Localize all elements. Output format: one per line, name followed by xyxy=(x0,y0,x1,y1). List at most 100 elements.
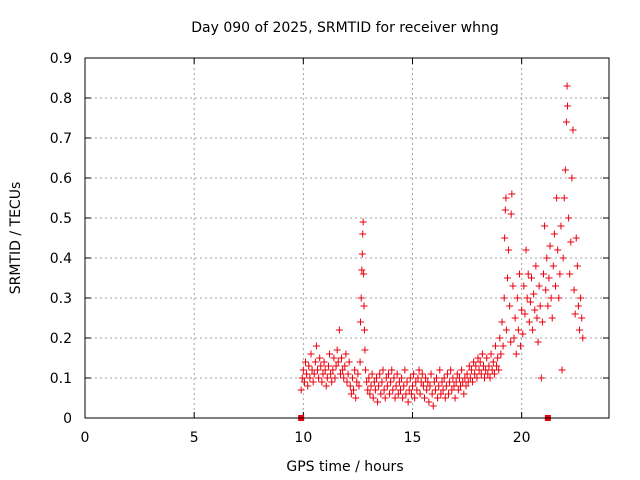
data-point xyxy=(442,382,450,390)
data-point xyxy=(391,394,399,402)
data-point xyxy=(453,370,461,378)
data-point xyxy=(311,358,319,366)
data-point xyxy=(471,370,479,378)
y-tick-label: 0.1 xyxy=(50,371,72,387)
data-point xyxy=(427,370,435,378)
data-point xyxy=(525,318,533,326)
data-point xyxy=(568,174,576,182)
y-tick-labels: 0 0.1 0.2 0.3 0.4 0.5 0.6 0.7 0.8 0.9 xyxy=(50,51,72,427)
data-point xyxy=(417,378,425,386)
data-point xyxy=(579,334,587,342)
data-point xyxy=(350,386,358,394)
data-point xyxy=(410,370,418,378)
x-tick-label: 10 xyxy=(294,430,312,446)
data-point xyxy=(345,358,353,366)
data-point xyxy=(336,370,344,378)
x-tick-labels: 0 5 10 15 20 xyxy=(81,430,531,446)
data-point xyxy=(532,262,540,270)
data-point xyxy=(339,366,347,374)
data-point xyxy=(499,342,507,350)
data-point xyxy=(537,374,545,382)
data-point xyxy=(576,326,584,334)
data-point xyxy=(300,378,308,386)
data-point xyxy=(403,378,411,386)
data-point xyxy=(514,326,522,334)
data-point xyxy=(462,382,470,390)
data-point xyxy=(450,382,458,390)
data-point xyxy=(458,366,466,374)
data-point xyxy=(577,294,585,302)
data-point xyxy=(436,366,444,374)
data-point xyxy=(366,390,374,398)
data-point xyxy=(389,386,397,394)
data-point xyxy=(477,370,485,378)
data-point xyxy=(364,386,372,394)
data-point xyxy=(406,374,414,382)
data-point xyxy=(386,390,394,398)
data-point xyxy=(383,382,391,390)
data-point xyxy=(305,362,313,370)
data-point xyxy=(578,314,586,322)
data-point xyxy=(556,270,564,278)
data-point xyxy=(370,378,378,386)
data-point xyxy=(552,282,560,290)
data-point xyxy=(352,394,360,402)
data-point xyxy=(361,346,369,354)
data-point xyxy=(358,266,366,274)
data-point xyxy=(318,378,326,386)
data-point xyxy=(306,374,314,382)
y-axis-label: SRMTID / TECUs xyxy=(8,182,24,295)
data-point xyxy=(572,234,580,242)
data-point xyxy=(411,394,419,402)
data-point xyxy=(463,370,471,378)
data-point xyxy=(400,382,408,390)
data-point xyxy=(493,362,501,370)
data-point xyxy=(404,398,412,406)
data-point xyxy=(482,366,490,374)
data-point xyxy=(375,382,383,390)
data-point xyxy=(472,362,480,370)
data-point xyxy=(488,366,496,374)
data-point xyxy=(357,294,365,302)
data-point xyxy=(377,390,385,398)
data-point xyxy=(387,378,395,386)
data-point xyxy=(307,350,315,358)
data-point xyxy=(548,314,556,322)
grid-lines xyxy=(85,58,609,418)
data-point xyxy=(543,254,551,262)
data-point xyxy=(355,382,363,390)
data-point xyxy=(399,394,407,402)
data-point xyxy=(357,318,365,326)
data-point xyxy=(393,370,401,378)
plot-frame xyxy=(84,57,610,419)
data-point xyxy=(553,194,561,202)
data-point xyxy=(435,382,443,390)
data-point xyxy=(310,370,318,378)
data-point xyxy=(474,354,482,362)
data-point xyxy=(388,366,396,374)
data-point xyxy=(315,374,323,382)
data-point xyxy=(303,370,311,378)
x-tick-label: 5 xyxy=(190,430,199,446)
data-point xyxy=(344,370,352,378)
data-point xyxy=(405,386,413,394)
data-point xyxy=(359,218,367,226)
data-point xyxy=(470,358,478,366)
y-tick-label: 0.4 xyxy=(50,251,72,267)
data-point xyxy=(372,374,380,382)
data-point xyxy=(466,374,474,382)
data-point xyxy=(360,270,368,278)
data-point xyxy=(517,342,525,350)
data-point xyxy=(506,302,514,310)
data-point xyxy=(334,358,342,366)
data-point xyxy=(360,302,368,310)
data-point xyxy=(298,374,306,382)
data-point xyxy=(484,370,492,378)
data-point xyxy=(382,374,390,382)
data-point xyxy=(501,206,509,214)
data-point xyxy=(426,382,434,390)
chart-title: Day 090 of 2025, SRMTID for receiver whn… xyxy=(191,20,499,36)
data-point xyxy=(332,362,340,370)
data-point xyxy=(326,350,334,358)
